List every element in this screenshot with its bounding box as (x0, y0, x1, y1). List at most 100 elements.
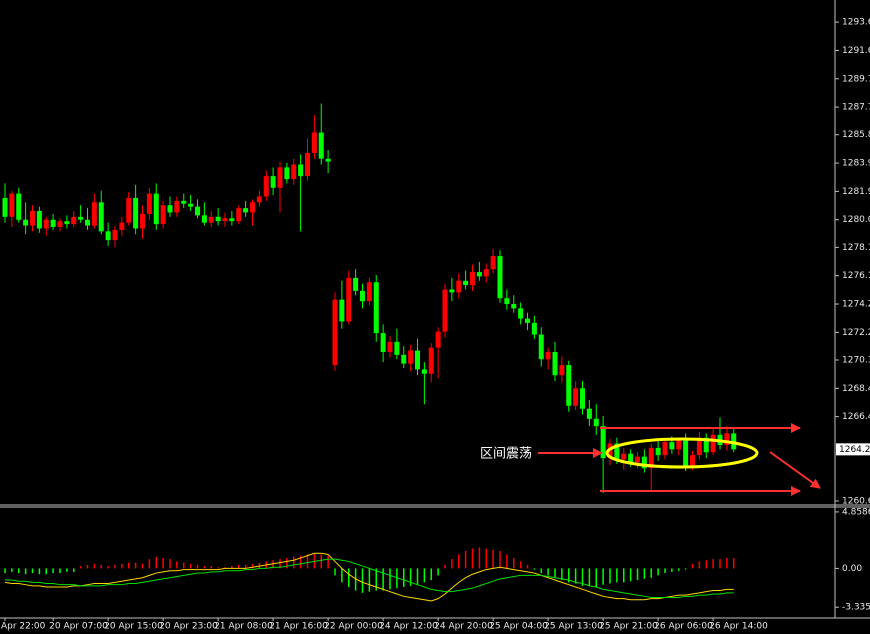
candle-body (208, 216, 214, 223)
candle-body (222, 218, 228, 222)
candle-body (703, 437, 709, 453)
macd-bar (210, 566, 212, 569)
candle-body (318, 132, 324, 159)
candle-body (545, 351, 551, 360)
macd-bar (354, 568, 357, 591)
macd-bar (128, 562, 130, 569)
y-tick-label: 0.00 (842, 564, 862, 574)
candle-body (23, 219, 29, 226)
candle-body (36, 211, 42, 229)
candle-body (30, 211, 35, 226)
x-tick-label: 21 Apr 16:00 (269, 622, 328, 632)
macd-bar (148, 559, 151, 569)
candle-body (586, 408, 592, 419)
candle-body (641, 456, 647, 469)
macd-bar (217, 567, 219, 569)
candle-body (669, 442, 675, 450)
macd-bar (196, 564, 199, 569)
candle-body (339, 299, 345, 322)
candle-body (201, 215, 207, 223)
candle-body (229, 218, 235, 222)
macd-bar (121, 563, 123, 569)
y-tick-label: 1276.15 (842, 271, 870, 281)
macd-bar (334, 568, 336, 576)
macd-bar (258, 562, 261, 569)
macd-bar (107, 566, 109, 569)
macd-bar (540, 568, 542, 574)
candle-body (9, 193, 15, 217)
candle-body (188, 203, 194, 207)
y-tick-label: 1287.75 (842, 103, 870, 113)
macd-bar (533, 568, 536, 570)
candle-body (511, 304, 517, 309)
macd-bar (568, 568, 570, 583)
candle-body (470, 272, 475, 286)
macd-bar (595, 568, 597, 588)
candle-body (298, 164, 304, 177)
macd-bar (698, 561, 701, 569)
macd-bar (244, 564, 247, 569)
macd-bar (299, 555, 302, 569)
y-tick-label: 1283.90 (842, 159, 870, 169)
macd-bar (623, 568, 625, 583)
candle-body (456, 280, 462, 293)
macd-bar (183, 562, 185, 569)
macd-bar (18, 568, 20, 574)
macd-bar (616, 568, 618, 583)
candle-body (635, 456, 640, 463)
macd-bar (636, 568, 639, 581)
macd-line (4, 552, 734, 602)
x-tick-label: 20 Apr 07:00 (49, 622, 108, 632)
macd-bar (416, 568, 419, 585)
candle-body (325, 158, 331, 162)
macd-bar (574, 568, 577, 584)
macd-bar (320, 554, 322, 569)
candle-body (366, 282, 372, 302)
candle-body (655, 447, 661, 456)
x-tick-label: 20 Apr 23:00 (159, 622, 218, 632)
macd-bar (561, 568, 563, 581)
macd-bar (86, 564, 89, 569)
y-tick-label: 1270.35 (842, 355, 870, 365)
y-tick-label: 1285.85 (842, 130, 870, 140)
candle-body (256, 196, 262, 203)
candle-body (566, 365, 572, 406)
y-tick-label: 1291.65 (842, 46, 870, 56)
candle-body (387, 341, 393, 352)
candle-body (504, 298, 510, 305)
macd-bar (506, 554, 508, 569)
y-tick-label: 1289.70 (842, 74, 870, 84)
candle-body (64, 221, 70, 225)
candle-body (119, 222, 125, 230)
candle-body (552, 351, 558, 376)
macd-bar (73, 568, 75, 572)
candle-body (284, 167, 290, 180)
macd-bar (238, 564, 240, 569)
candle-body (174, 200, 180, 213)
macd-bar (657, 568, 659, 576)
candle-body (270, 176, 276, 188)
candle-body (105, 231, 111, 241)
candle-body (346, 277, 352, 322)
macd-bar (554, 568, 556, 578)
candle-body (2, 197, 8, 217)
candle-body (401, 354, 407, 364)
macd-bar (691, 563, 694, 569)
macd-bar (705, 560, 707, 569)
macd-bar (141, 563, 144, 569)
candle-body (332, 299, 338, 366)
candle-body (580, 388, 585, 409)
macd-bar (471, 548, 474, 569)
candle-body (525, 318, 530, 323)
arrow (769, 451, 821, 489)
macd-bar (712, 559, 714, 569)
candle-body (696, 437, 702, 456)
macd-bar (4, 568, 6, 574)
macd-bar (286, 557, 288, 569)
macd-bar (684, 568, 687, 570)
candle-body (690, 455, 695, 467)
candle-body (415, 350, 420, 370)
macd-bar (155, 556, 157, 569)
macd-bar (231, 566, 233, 569)
y-tick-label: 1266.45 (842, 412, 870, 422)
